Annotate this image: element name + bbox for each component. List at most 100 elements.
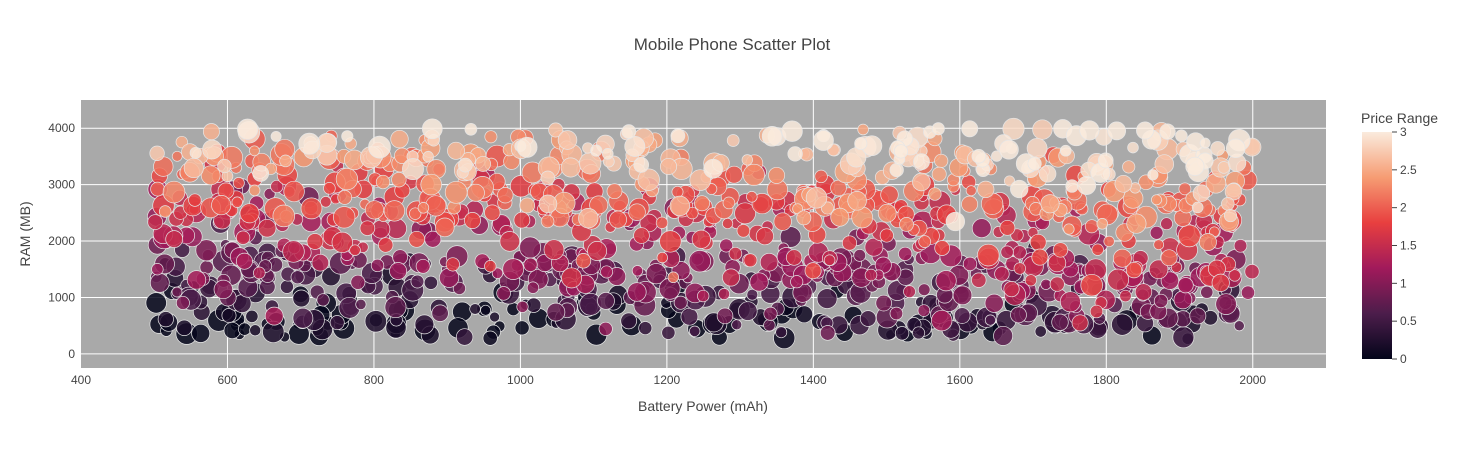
scatter-point bbox=[667, 271, 680, 284]
scatter-point bbox=[917, 304, 931, 317]
scatter-point bbox=[279, 279, 294, 294]
scatter-point bbox=[221, 308, 237, 323]
scatter-point bbox=[795, 305, 814, 324]
scatter-point bbox=[587, 241, 608, 261]
scatter-point bbox=[290, 270, 305, 285]
scatter-point bbox=[716, 307, 734, 325]
scatter-point bbox=[390, 129, 409, 149]
scatter-point bbox=[466, 183, 485, 202]
scatter-point bbox=[962, 256, 978, 272]
colorbar-gradient bbox=[1362, 132, 1392, 359]
scatter-point bbox=[875, 294, 892, 312]
scatter-point bbox=[188, 193, 202, 207]
scatter-point bbox=[633, 157, 650, 173]
scatter-point bbox=[691, 229, 711, 249]
scatter-point bbox=[893, 144, 909, 159]
scatter-point bbox=[609, 210, 627, 229]
scatter-point bbox=[389, 262, 408, 281]
scatter-point bbox=[410, 274, 425, 289]
scatter-point bbox=[151, 263, 164, 276]
scatter-point bbox=[726, 134, 740, 147]
scatter-point bbox=[253, 266, 266, 280]
scatter-point bbox=[158, 205, 172, 218]
scatter-point bbox=[857, 123, 869, 136]
scatter-point bbox=[202, 139, 222, 160]
scatter-point bbox=[859, 310, 877, 327]
scatter-point bbox=[655, 216, 669, 229]
scatter-point bbox=[1049, 276, 1065, 292]
scatter-point bbox=[249, 324, 262, 337]
scatter-point bbox=[590, 144, 603, 157]
scatter-point bbox=[320, 196, 332, 208]
scatter-point bbox=[945, 211, 966, 232]
y-tick-label: 1000 bbox=[48, 290, 75, 304]
scatter-point bbox=[1228, 269, 1241, 282]
scatter-point bbox=[147, 214, 164, 230]
scatter-point bbox=[578, 208, 599, 229]
scatter-point bbox=[722, 268, 740, 287]
scatter-point bbox=[540, 214, 555, 229]
scatter-point bbox=[790, 275, 804, 289]
scatter-point bbox=[364, 200, 385, 220]
scatter-point bbox=[408, 230, 426, 248]
colorbar-tick-label: 0 bbox=[1400, 352, 1407, 366]
colorbar-tick-label: 1.5 bbox=[1400, 239, 1417, 253]
scatter-point bbox=[279, 154, 292, 168]
scatter-point bbox=[763, 319, 776, 332]
scatter-point bbox=[323, 182, 336, 195]
scatter-point bbox=[931, 122, 945, 136]
scatter-point bbox=[661, 325, 676, 340]
scatter-point bbox=[645, 263, 667, 285]
scatter-point bbox=[359, 220, 376, 236]
scatter-point bbox=[1153, 239, 1165, 251]
scatter-point bbox=[847, 191, 867, 211]
scatter-point bbox=[378, 237, 394, 253]
scatter-point bbox=[1221, 197, 1235, 211]
scatter-point bbox=[1178, 182, 1192, 196]
x-tick-label: 1000 bbox=[507, 373, 534, 387]
scatter-point bbox=[232, 177, 245, 189]
scatter-point bbox=[202, 123, 220, 141]
scatter-point bbox=[1125, 261, 1143, 279]
scatter-point bbox=[984, 293, 1004, 313]
scatter-point bbox=[602, 148, 614, 160]
scatter-point bbox=[796, 210, 812, 226]
scatter-point bbox=[383, 200, 406, 222]
scatter-point bbox=[469, 303, 481, 315]
scatter-point bbox=[971, 218, 992, 239]
scatter-point bbox=[741, 154, 753, 166]
scatter-point bbox=[931, 166, 947, 182]
scatter-point bbox=[300, 197, 323, 220]
scatter-point bbox=[292, 289, 311, 308]
scatter-point bbox=[1198, 233, 1217, 252]
colorbar-tick-label: 0.5 bbox=[1400, 314, 1417, 328]
scatter-point bbox=[722, 196, 736, 210]
scatter-point bbox=[931, 309, 953, 332]
colorbar-tick-label: 2 bbox=[1400, 201, 1407, 215]
scatter-point bbox=[183, 157, 204, 179]
scatter-point bbox=[1136, 121, 1154, 140]
x-tick-label: 1200 bbox=[654, 373, 681, 387]
scatter-point bbox=[464, 212, 481, 229]
scatter-point bbox=[1010, 306, 1027, 324]
scatter-point bbox=[805, 187, 828, 209]
scatter-point bbox=[337, 190, 353, 205]
scatter-point bbox=[1160, 249, 1178, 267]
scatter-point bbox=[561, 267, 583, 289]
scatter-point bbox=[628, 203, 646, 221]
x-tick-label: 1600 bbox=[946, 373, 973, 387]
scatter-point bbox=[1233, 239, 1248, 253]
scatter-point bbox=[779, 226, 802, 248]
scatter-point bbox=[621, 124, 637, 139]
scatter-point bbox=[1148, 259, 1169, 280]
scatter-point bbox=[149, 145, 165, 161]
scatter-point bbox=[189, 146, 202, 159]
scatter-point bbox=[484, 130, 498, 144]
y-tick-label: 3000 bbox=[48, 178, 75, 192]
scatter-point bbox=[1003, 281, 1020, 298]
scatter-point bbox=[447, 141, 465, 160]
scatter-point bbox=[1189, 307, 1207, 325]
scatter-point bbox=[736, 224, 751, 238]
scatter-point bbox=[191, 323, 211, 343]
